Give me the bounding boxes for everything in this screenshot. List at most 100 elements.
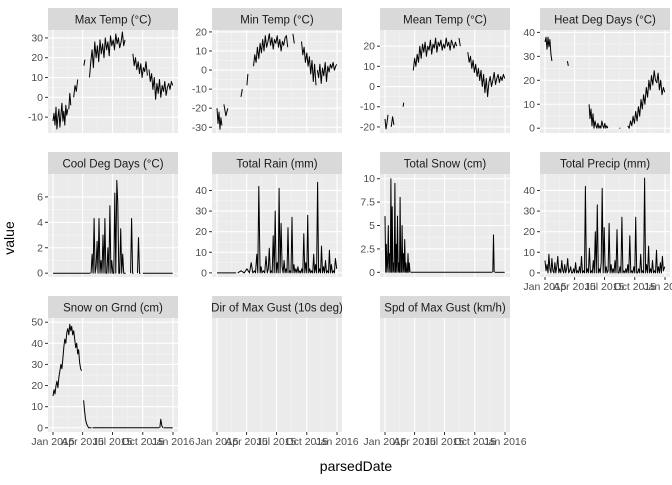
y-tick-label: 40 — [523, 185, 535, 197]
x-tick-label: Oct 2015 — [453, 436, 496, 448]
y-tick-label: 40 — [31, 338, 43, 350]
series-line — [384, 178, 411, 273]
series-line — [467, 52, 506, 98]
facet-panel: Min Temp (°C) -30 -20 -10 0 10 20 — [192, 8, 342, 134]
facet-strip — [48, 152, 178, 174]
facet-title: Total Precip (mm) — [560, 159, 650, 171]
series-line — [588, 104, 609, 129]
y-tick-label: 0 — [201, 267, 207, 279]
series-line — [216, 108, 223, 130]
y-axis-title: value — [1, 221, 17, 255]
y-tick-label: 20 — [523, 226, 535, 238]
y-tick-label: 5 — [369, 220, 375, 232]
facet-title: Total Snow (cm) — [404, 159, 487, 171]
y-tick-label: 2 — [37, 242, 43, 254]
series-line — [246, 73, 249, 86]
facet-title: Heat Deg Days (°C) — [554, 15, 656, 27]
x-tick-label: Jan 2015 — [363, 436, 406, 448]
facet-strip — [380, 296, 510, 318]
facet-panel: Total Snow (cm) 0 2.5 5 7.5 10 — [360, 152, 510, 279]
series-line — [148, 69, 174, 100]
series-line — [492, 234, 495, 273]
y-tick-label: 7.5 — [360, 197, 375, 209]
facet-strip — [212, 8, 342, 30]
facet-title: Snow on Grnd (cm) — [63, 303, 163, 315]
y-tick-label: 20 — [523, 75, 535, 87]
facet-title: Min Temp (°C) — [240, 15, 314, 27]
facet-strip — [212, 152, 342, 174]
facet-title: Total Rain (mm) — [236, 159, 317, 171]
y-tick-label: 10 — [523, 247, 535, 259]
facet-strip — [48, 8, 178, 30]
x-tick-label: Jul 2015 — [257, 436, 297, 448]
y-tick-label: 2.5 — [360, 243, 375, 255]
x-tick-label: Jan 2016 — [315, 436, 358, 448]
y-tick-label: 0 — [37, 422, 43, 434]
facet-panel: Heat Deg Days (°C) 0 10 20 30 40 — [523, 8, 670, 135]
y-tick-label: 0 — [201, 65, 207, 77]
y-tick-label: 0 — [529, 267, 535, 279]
series-line — [458, 38, 461, 47]
series-line — [390, 116, 395, 127]
x-tick-label: Jan 2015 — [195, 436, 238, 448]
x-tick-label: Oct 2015 — [613, 281, 656, 293]
facet-strip — [380, 152, 510, 174]
series-line — [402, 102, 405, 107]
y-tick-label: 20 — [195, 226, 207, 238]
series-line — [237, 181, 338, 274]
facet-panel: Snow on Grnd (cm) 0 10 20 30 40 50 Jan 2015Apr … — [31, 296, 195, 448]
facet-strip — [212, 296, 342, 318]
x-tick-label: Jan 2016 — [483, 436, 526, 448]
facet-panel: Cool Deg Days (°C) 0 2 4 6 — [37, 152, 178, 280]
facet-strip — [540, 8, 670, 30]
y-tick-label: 6 — [37, 191, 43, 203]
y-tick-label: 30 — [195, 206, 207, 218]
series-line — [223, 104, 229, 117]
series-line — [292, 33, 295, 44]
x-axis-title: parsedDate — [320, 458, 393, 474]
y-tick-label: 0 — [369, 81, 375, 93]
y-tick-label: 0 — [369, 267, 375, 279]
series-line — [253, 33, 289, 67]
y-tick-label: -30 — [192, 122, 207, 134]
y-tick-label: 30 — [31, 359, 43, 371]
series-line — [130, 218, 134, 274]
y-tick-label: 30 — [31, 32, 43, 44]
series-line — [137, 237, 141, 274]
facet-panel: Max Temp (°C) -10 0 10 20 30 — [28, 8, 178, 133]
facet-title: Mean Temp (°C) — [403, 15, 487, 27]
y-tick-label: 10 — [363, 61, 375, 73]
facet-panel: Total Rain (mm) 0 10 20 30 40 — [195, 152, 342, 279]
y-tick-label: 0 — [529, 123, 535, 135]
y-tick-label: -10 — [192, 84, 207, 96]
x-tick-label: Jul 2015 — [425, 436, 465, 448]
series-line — [89, 31, 126, 78]
series-line — [566, 61, 569, 66]
y-tick-label: 0 — [37, 268, 43, 280]
x-tick-label: Jul 2015 — [93, 436, 133, 448]
facet-strip — [380, 8, 510, 30]
y-tick-label: 10 — [31, 72, 43, 84]
y-tick-label: 10 — [195, 247, 207, 259]
y-tick-label: -10 — [360, 101, 375, 113]
facet-title: Dir of Max Gust (10s deg) — [211, 303, 343, 315]
series-line — [68, 92, 72, 110]
facet-panel: Mean Temp (°C) -20 -10 0 10 20 — [360, 8, 510, 133]
series-line — [627, 70, 666, 129]
y-tick-label: 20 — [195, 26, 207, 38]
y-tick-label: 20 — [31, 380, 43, 392]
y-tick-label: 10 — [31, 401, 43, 413]
y-tick-label: 10 — [523, 99, 535, 111]
series-line — [544, 36, 553, 62]
x-tick-label: Oct 2015 — [285, 436, 328, 448]
series-line — [412, 37, 458, 71]
y-tick-label: 20 — [31, 52, 43, 64]
y-tick-label: 30 — [523, 206, 535, 218]
facet-strip — [48, 296, 178, 318]
y-tick-label: -20 — [360, 121, 375, 133]
series-line — [73, 79, 79, 98]
